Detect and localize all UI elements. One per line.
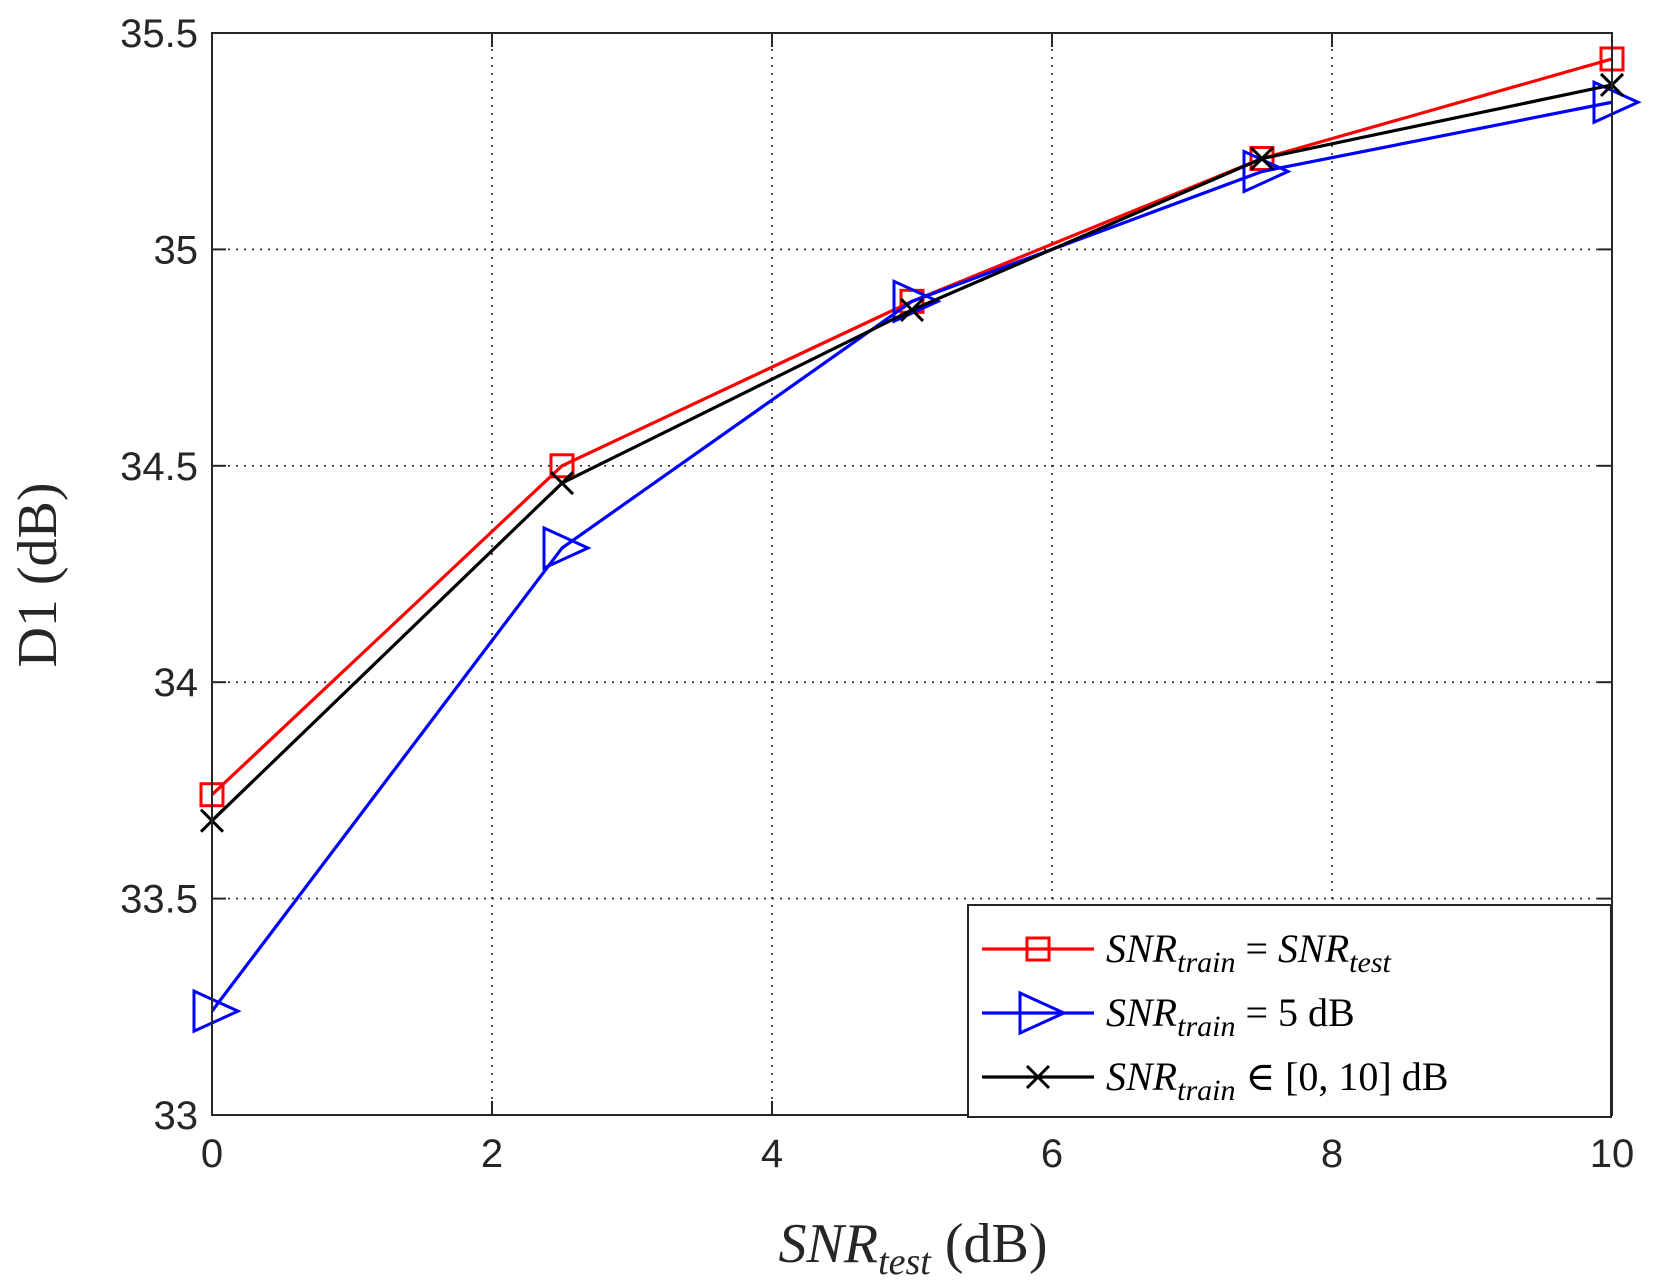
data-point-2 (1249, 146, 1275, 171)
x-tick-label: 4 (761, 1132, 783, 1176)
legend-label: SNRtrain ∈ [0, 10] dB (1106, 1054, 1448, 1107)
x-axis-title: SNRtest (dB) (779, 1213, 1048, 1281)
data-point-1 (892, 279, 942, 324)
legend-label-var: SNR (1106, 926, 1177, 971)
legend-swatch-marker (1018, 990, 1068, 1036)
x-tick-label: 6 (1041, 1132, 1063, 1176)
y-axis-title: D1 (dB) (7, 482, 69, 667)
legend-swatch-marker (1025, 936, 1051, 962)
legend-label-var2: SNR (1278, 926, 1349, 971)
grid-lines (212, 33, 1612, 1115)
legend-label-rest: = (1235, 926, 1278, 971)
x-tick-label: 8 (1321, 1132, 1343, 1176)
y-tick-label: 35.5 (120, 12, 198, 56)
data-point-2-stroke (549, 471, 575, 496)
data-point-2 (549, 471, 575, 496)
legend-label: SNRtrain = 5 dB (1106, 990, 1355, 1043)
x-tick-label: 2 (481, 1132, 503, 1176)
y-tick-label: 35 (154, 228, 199, 272)
legend-swatch-marker-stroke (1025, 1064, 1051, 1090)
legend-label-sub: train (1177, 1074, 1235, 1107)
axes-frame (211, 32, 1613, 1116)
y-tick-label: 34 (154, 661, 199, 705)
series-2 (199, 72, 1625, 833)
legend-label-rest: = 5 dB (1235, 990, 1354, 1035)
data-point-1 (542, 525, 592, 571)
series-layer (192, 46, 1642, 1034)
data-point-2-stroke (899, 297, 925, 323)
y-tick-label: 33 (154, 1094, 199, 1138)
legend-label-rest: ∈ [0, 10] dB (1235, 1054, 1448, 1099)
axis-ticks: 0 2 4 6 8 10 33 33.5 34 34.5 35 35.5 (120, 12, 1634, 1176)
data-point-0 (1249, 146, 1275, 172)
x-axis-title-var: SNR (779, 1213, 879, 1275)
legend-label-sub2: test (1349, 946, 1391, 979)
x-tick-label: 0 (201, 1132, 223, 1176)
series-1 (192, 79, 1642, 1034)
y-tick-label: 34.5 (120, 445, 198, 489)
legend-item-0: SNRtrain = SNRtest (982, 926, 1391, 979)
x-axis-title-sub: test (878, 1241, 932, 1281)
legend-label: SNRtrain = SNRtest (1106, 926, 1391, 979)
data-point-1 (192, 988, 242, 1034)
x-axis-title-unit: (dB) (931, 1213, 1048, 1275)
data-point-2 (899, 297, 925, 323)
legend-label-sub: train (1177, 946, 1235, 979)
legend-item-1: SNRtrain = 5 dB (982, 990, 1355, 1043)
data-point-1 (1592, 79, 1642, 125)
data-point-2-stroke (1249, 146, 1275, 171)
series-line-1 (210, 100, 1613, 1013)
legend-label-var: SNR (1106, 1054, 1177, 1099)
legend-label-sub: train (1177, 1010, 1235, 1043)
legend-swatch-marker (1025, 1064, 1051, 1090)
y-tick-label: 33.5 (120, 878, 198, 922)
x-tick-label: 10 (1590, 1132, 1635, 1176)
legend-item-2: SNRtrain ∈ [0, 10] dB (982, 1054, 1448, 1107)
legend-label-var: SNR (1106, 990, 1177, 1035)
legend-box (967, 904, 1612, 1118)
data-point-0 (549, 453, 575, 479)
